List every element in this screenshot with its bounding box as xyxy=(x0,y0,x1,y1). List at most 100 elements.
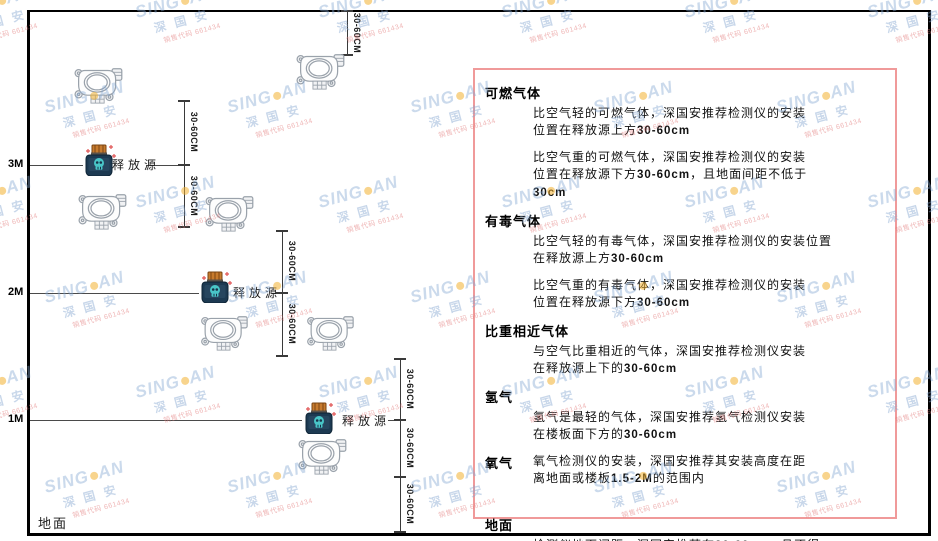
panel-paragraph: 氧气检测仪的安装，深国安推荐其安装高度在距 离地面或楼板1.5-2M的范围内 xyxy=(533,453,806,488)
panel-text-line: 比空气重的有毒气体，深国安推荐检测仪的安装 xyxy=(533,278,807,292)
watermark-dot-icon xyxy=(454,471,465,481)
watermark-dot-icon xyxy=(0,0,7,6)
level-line-3m xyxy=(30,165,83,166)
level-line-2m xyxy=(30,293,199,294)
section-heading-hydrogen: 氢气 xyxy=(485,390,514,405)
panel-paragraph: 比空气轻的可燃气体，深国安推荐检测仪的安装 位置在释放源上方30-60cm xyxy=(533,105,885,140)
gas-detector-icon xyxy=(200,315,248,351)
dimension-tick xyxy=(178,226,190,228)
section-heading-toxic-gas: 有毒气体 xyxy=(485,214,542,229)
panel-paragraph: 与空气比重相近的气体，深国安推荐检测仪安装 在释放源上下的30-60cm xyxy=(533,343,885,378)
watermark-dot-icon xyxy=(728,0,739,6)
watermark-dot-icon xyxy=(88,281,99,291)
gas-detector-icon xyxy=(306,315,354,351)
release-source-icon xyxy=(198,271,232,303)
section-heading-flammable-gas: 可燃气体 xyxy=(485,86,542,101)
panel-text-line: 比空气重的可燃气体，深国安推荐检测仪的安装 xyxy=(533,150,807,164)
ground-label: 地面 xyxy=(38,516,69,531)
panel-text-line: 比空气轻的有毒气体，深国安推荐检测仪的安装位置 xyxy=(533,234,833,248)
panel-paragraph: 氢气是最轻的气体，深国安推荐氢气检测仪安装 在楼板面下方的30-60cm xyxy=(533,409,885,444)
watermark-dot-icon xyxy=(362,0,373,6)
dimension-label: 30-60CM xyxy=(405,368,415,410)
panel-text-line: 在释放源上方30-60cm xyxy=(533,251,665,265)
dimension-tick xyxy=(341,54,353,56)
dimension-tick xyxy=(394,476,406,478)
watermark-dot-icon xyxy=(911,376,922,386)
height-label-3m: 3M xyxy=(8,158,24,170)
watermark-dot-icon xyxy=(454,281,465,291)
panel-text-line: 在楼板面下方的30-60cm xyxy=(533,427,678,441)
panel-paragraph: 比空气轻的有毒气体，深国安推荐检测仪的安装位置 在释放源上方30-60cm xyxy=(533,233,885,268)
gas-detector-icon xyxy=(297,438,347,475)
panel-text-line: 离地面或楼板1.5-2M的范围内 xyxy=(533,471,705,485)
right-border-line xyxy=(928,10,931,536)
dimension-tick xyxy=(341,10,353,12)
ceiling-line xyxy=(27,10,931,12)
dimension-label: 30-60CM xyxy=(405,483,415,525)
connector-line xyxy=(146,165,184,166)
panel-text-line: 在释放源上下的30-60cm xyxy=(533,361,678,375)
panel-text-line: 位置在释放源下方30-60cm，且地面间距不低于 xyxy=(533,167,808,181)
dimension-label: 30-60CM xyxy=(405,427,415,469)
dimension-tick xyxy=(178,164,190,166)
watermark-dot-icon xyxy=(179,376,190,386)
release-source-label: 释放源 xyxy=(112,158,161,172)
release-source-icon xyxy=(82,144,116,176)
watermark-dot-icon xyxy=(88,471,99,481)
release-source-label: 释放源 xyxy=(342,414,391,428)
panel-text-line: 位置在释放源下方30-60cm xyxy=(533,295,691,309)
dimension-label: 30-60CM xyxy=(352,12,362,54)
watermark-dot-icon xyxy=(271,91,282,101)
gas-detector-icon xyxy=(77,193,127,230)
gas-detector-icon xyxy=(295,53,345,90)
panel-text-line: 氧气检测仪的安装，深国安推荐其安装高度在距 xyxy=(533,454,807,468)
watermark-dot-icon xyxy=(911,0,922,6)
release-source-icon xyxy=(302,402,336,434)
dimension-tick xyxy=(394,358,406,360)
dimension-line xyxy=(347,10,348,55)
watermark-dot-icon xyxy=(454,91,465,101)
gas-detector-icon xyxy=(204,195,254,232)
panel-paragraph: 检测仪地面间距，深国安推荐在30-60cm，且不得 小于30cm，因为过低容易水… xyxy=(533,537,885,541)
ground-line xyxy=(27,533,931,536)
dimension-tick xyxy=(178,100,190,102)
watermark-dot-icon xyxy=(362,376,373,386)
watermark-dot-icon xyxy=(545,0,556,6)
section-heading-ground: 地面 xyxy=(485,518,514,533)
dimension-line xyxy=(184,100,185,227)
dimension-tick xyxy=(276,355,288,357)
dimension-label: 30-60CM xyxy=(287,240,297,282)
section-heading-oxygen: 氧气 xyxy=(485,456,514,471)
panel-text-line: 位置在释放源上方30-60cm xyxy=(533,123,691,137)
panel-text-line: 检测仪地面间距，深国安推荐在30-60cm，且不得 xyxy=(533,537,885,541)
panel-text-line: 氢气是最轻的气体，深国安推荐氢气检测仪安装 xyxy=(533,410,807,424)
watermark-dot-icon xyxy=(362,186,373,196)
dimension-tick xyxy=(276,230,288,232)
gas-detector-icon xyxy=(73,67,123,104)
watermark-dot-icon xyxy=(911,186,922,196)
level-line-1m xyxy=(30,420,302,421)
height-label-1m: 1M xyxy=(8,413,24,425)
panel-text-line: 与空气比重相近的气体，深国安推荐检测仪安装 xyxy=(533,344,807,358)
watermark-dot-icon xyxy=(271,471,282,481)
height-label-2m: 2M xyxy=(8,286,24,298)
installation-notes-panel: 可燃气体 比空气轻的可燃气体，深国安推荐检测仪的安装 位置在释放源上方30-60… xyxy=(473,68,897,541)
watermark-dot-icon xyxy=(0,186,7,196)
panel-paragraph: 比空气重的有毒气体，深国安推荐检测仪的安装 位置在释放源下方30-60cm xyxy=(533,277,885,312)
dimension-tick xyxy=(394,531,406,533)
dimension-line xyxy=(400,358,401,533)
dimension-label: 30-60CM xyxy=(189,111,199,153)
wall-line xyxy=(27,10,30,536)
release-source-label: 释放源 xyxy=(233,286,282,300)
watermark-dot-icon xyxy=(0,376,7,386)
dimension-label: 30-60CM xyxy=(287,303,297,345)
